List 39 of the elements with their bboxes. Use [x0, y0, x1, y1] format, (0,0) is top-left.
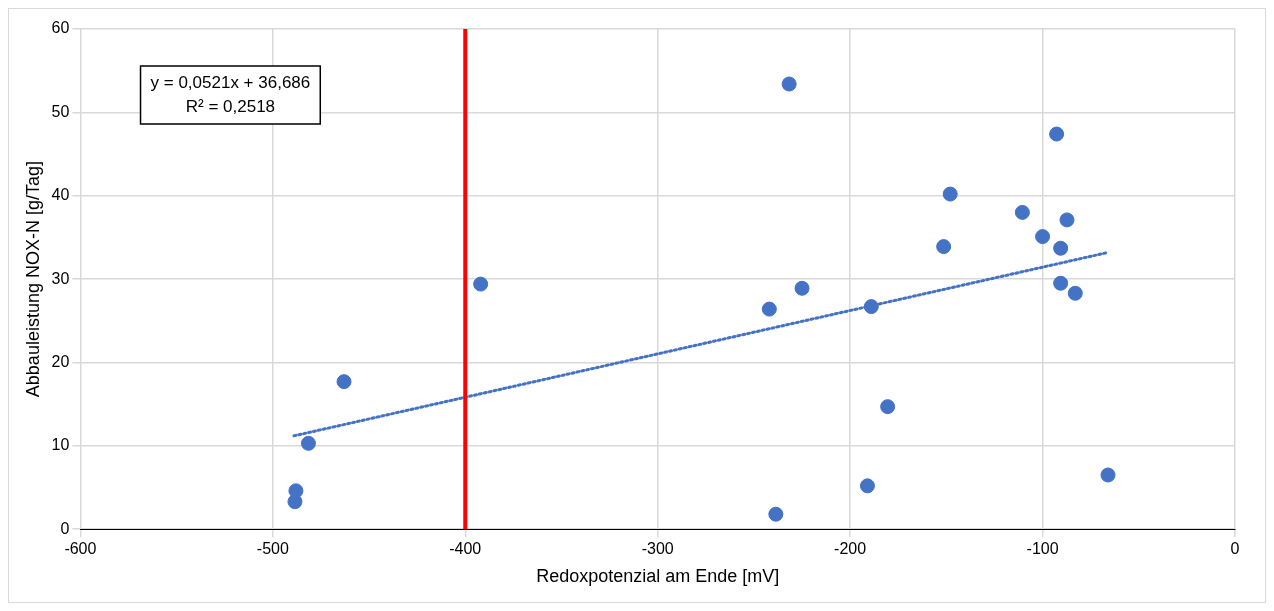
point [880, 399, 896, 415]
x-tick-label: -500 [256, 540, 289, 558]
point [1059, 212, 1075, 228]
y-tick-label: 60 [51, 19, 70, 37]
y-tick-label: 50 [51, 102, 70, 120]
point [1035, 229, 1051, 245]
annotation: y = 0,0521x + 36,686 [150, 72, 311, 92]
y-tick-label: 30 [51, 269, 70, 287]
point [761, 301, 777, 317]
point [863, 299, 879, 315]
point [288, 483, 304, 499]
point [859, 478, 875, 494]
x-tick-label: -200 [834, 540, 867, 558]
point [1053, 240, 1069, 256]
y-tick-label: 20 [51, 352, 70, 370]
x-tick-label: -100 [1026, 540, 1059, 558]
point [1067, 285, 1083, 301]
y-axis-title: Abbauleistung NOX-N [g/Tag] [22, 161, 43, 398]
point [768, 506, 784, 522]
x-tick-label: -400 [449, 540, 482, 558]
point [936, 239, 952, 255]
y-tick-label: 10 [51, 436, 70, 454]
x-tick-label: -300 [641, 540, 674, 558]
point [300, 435, 316, 451]
point [473, 276, 489, 292]
x-tick-label: 0 [1230, 540, 1240, 558]
point [1049, 126, 1065, 142]
x-axis-title: Redoxpotenzial am Ende [mV] [536, 566, 780, 587]
annotation: R² = 0,2518 [185, 96, 276, 116]
y-tick-label: 40 [51, 186, 70, 204]
point [1100, 467, 1116, 483]
point [336, 374, 352, 390]
y-tick-label: 0 [60, 519, 70, 537]
point [794, 280, 810, 296]
point [781, 76, 797, 92]
point [1053, 275, 1069, 291]
point [1014, 204, 1030, 220]
x-tick-label: -600 [64, 540, 97, 558]
point [942, 186, 958, 202]
